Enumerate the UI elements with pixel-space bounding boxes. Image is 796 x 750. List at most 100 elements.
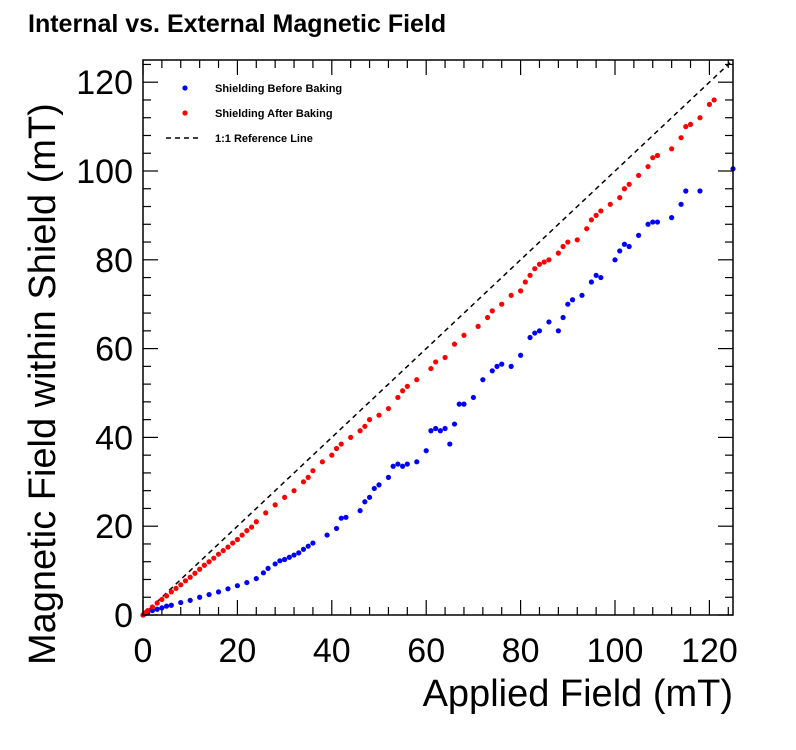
data-point — [300, 479, 307, 485]
data-point — [206, 591, 212, 598]
data-point — [395, 461, 401, 467]
data-point — [569, 297, 576, 303]
data-point — [480, 377, 486, 383]
data-point — [376, 482, 382, 488]
data-point — [197, 594, 203, 600]
data-point — [291, 488, 297, 494]
data-point — [706, 101, 713, 107]
legend-label: Shielding Before Baking — [215, 83, 342, 95]
x-tick-label: 60 — [407, 632, 445, 670]
data-point — [494, 363, 500, 369]
y-tick-label: 100 — [76, 153, 133, 191]
data-point — [433, 425, 439, 432]
chart-title: Internal vs. External Magnetic Field — [28, 10, 446, 38]
data-point — [532, 266, 538, 272]
data-point — [527, 334, 533, 341]
data-point — [711, 97, 717, 103]
data-point — [248, 524, 255, 530]
data-point — [178, 599, 184, 606]
data-point — [291, 552, 297, 558]
data-point — [263, 510, 269, 516]
data-point — [598, 274, 604, 281]
data-point — [555, 250, 561, 256]
data-point — [546, 319, 552, 325]
data-point — [260, 570, 266, 576]
data-point — [145, 607, 151, 614]
data-point — [654, 219, 661, 225]
y-tick-label: 120 — [76, 64, 133, 102]
data-point — [683, 124, 689, 130]
data-point — [423, 448, 429, 454]
data-point — [683, 188, 689, 194]
y-tick-label: 40 — [95, 419, 133, 457]
data-point — [428, 428, 434, 434]
data-point — [475, 323, 481, 329]
data-point — [348, 434, 354, 440]
data-point — [555, 328, 561, 334]
data-point — [546, 257, 552, 263]
data-point — [565, 239, 571, 245]
data-point — [272, 561, 278, 567]
data-point — [154, 606, 160, 612]
data-point — [508, 292, 514, 298]
data-point — [400, 388, 406, 394]
y-tick-label: 60 — [95, 331, 133, 369]
data-point — [343, 514, 349, 520]
data-point — [277, 558, 283, 564]
data-point — [385, 405, 392, 412]
data-point — [626, 181, 632, 187]
data-point — [588, 217, 595, 223]
series-before-baking — [140, 166, 736, 618]
legend-label: 1:1 Reference Line — [215, 133, 313, 145]
data-point — [697, 115, 703, 121]
data-point — [518, 288, 524, 294]
reference-line — [142, 59, 734, 616]
legend-marker — [182, 85, 188, 91]
data-point — [560, 243, 566, 250]
data-point — [621, 241, 628, 247]
data-point — [178, 582, 184, 588]
data-point — [499, 301, 505, 307]
data-point — [253, 519, 259, 525]
data-point — [687, 121, 694, 127]
data-point — [376, 412, 382, 418]
data-point — [584, 226, 590, 232]
data-point — [333, 445, 340, 452]
data-point — [234, 583, 240, 589]
data-point — [197, 566, 203, 572]
data-point — [192, 570, 198, 576]
data-point — [560, 314, 566, 321]
data-point — [565, 301, 571, 307]
data-point — [536, 328, 543, 334]
data-point — [149, 607, 156, 614]
data-point — [333, 525, 340, 532]
data-point — [574, 237, 580, 243]
data-point — [366, 494, 373, 500]
data-point — [206, 559, 212, 565]
data-point — [225, 544, 231, 550]
data-point — [654, 152, 661, 159]
data-point — [456, 401, 462, 407]
data-point — [536, 261, 543, 267]
data-point — [385, 474, 392, 480]
x-tick-label: 20 — [218, 632, 256, 670]
data-point — [621, 186, 628, 192]
data-point — [338, 441, 344, 447]
data-point — [220, 548, 226, 554]
data-point — [522, 279, 528, 285]
data-point — [532, 330, 538, 336]
data-point — [282, 494, 288, 500]
data-point — [617, 248, 623, 254]
data-point — [414, 459, 420, 465]
x-tick-label: 0 — [134, 632, 153, 670]
tick-labels: 0 20 40 60 80 100 120 0 20 40 60 80 100 120 — [76, 64, 738, 670]
data-point — [489, 308, 495, 314]
data-point — [428, 365, 434, 372]
y-tick-label: 80 — [95, 242, 133, 280]
data-point — [669, 215, 675, 221]
data-point — [168, 602, 174, 608]
data-point — [508, 363, 514, 369]
x-tick-label: 40 — [313, 632, 351, 670]
data-point — [159, 596, 165, 603]
